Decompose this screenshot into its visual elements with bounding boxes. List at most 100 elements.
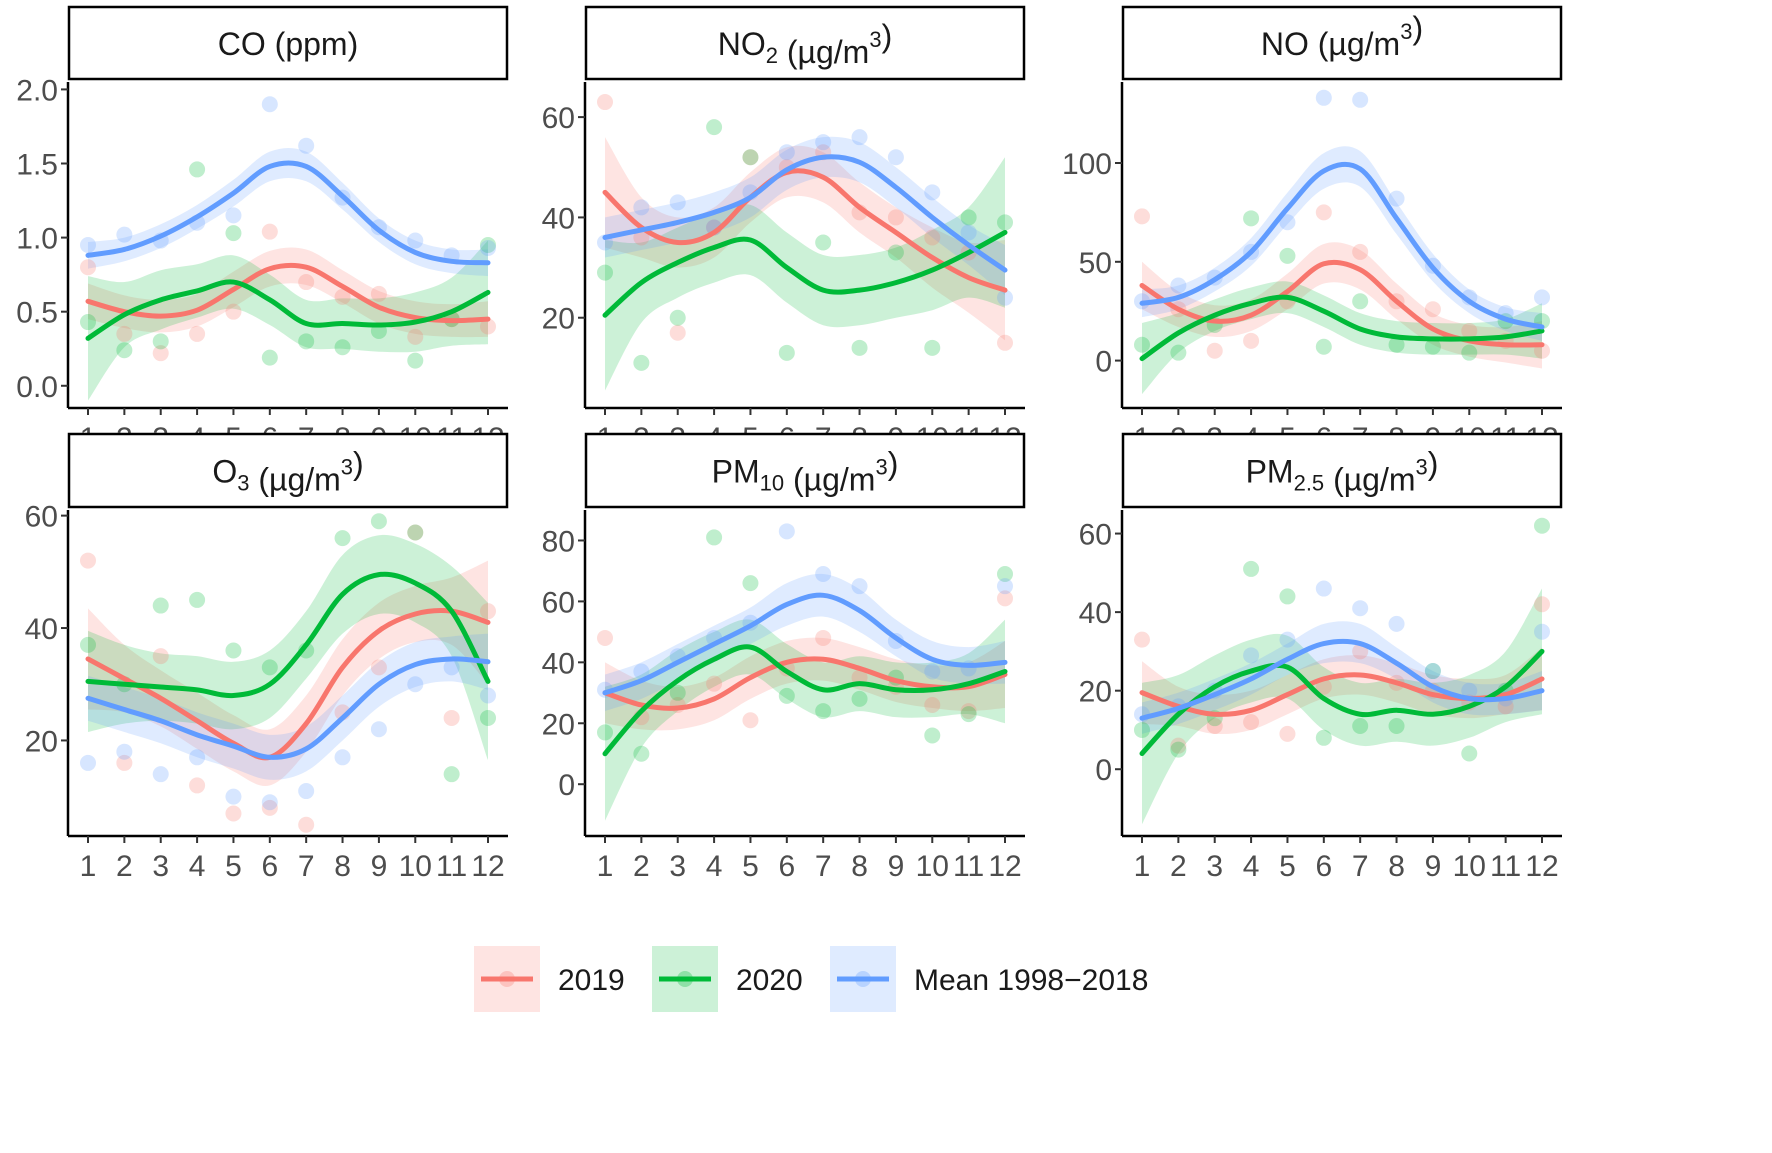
x-tick-label: 11 bbox=[953, 850, 984, 883]
data-point-mean bbox=[778, 144, 795, 161]
data-point-y2019 bbox=[189, 777, 206, 794]
data-point-y2019 bbox=[334, 288, 351, 305]
data-point-mean bbox=[851, 578, 868, 595]
trend-line-y2019 bbox=[85, 262, 491, 324]
y-tick-label: 40 bbox=[1079, 597, 1112, 630]
panel-data bbox=[597, 523, 1013, 821]
trend-line-y2020 bbox=[85, 571, 491, 699]
data-point-y2020 bbox=[1388, 718, 1405, 735]
data-point-mean bbox=[815, 134, 832, 151]
data-point-y2020 bbox=[298, 333, 315, 350]
x-tick-label: 4 bbox=[706, 850, 723, 883]
y-tick-label: 0 bbox=[1095, 754, 1112, 787]
x-tick-label: 2 bbox=[1170, 850, 1187, 883]
legend-item-y2019: 2019 bbox=[474, 946, 625, 1012]
data-point-y2020 bbox=[815, 234, 832, 251]
data-point-y2019 bbox=[1534, 596, 1550, 613]
data-point-y2020 bbox=[152, 597, 169, 614]
data-point-y2019 bbox=[443, 709, 460, 726]
data-point-y2020 bbox=[1134, 336, 1150, 353]
data-point-y2020 bbox=[1170, 741, 1187, 758]
data-point-y2019 bbox=[261, 223, 278, 240]
data-point-mean bbox=[261, 96, 278, 113]
legend-label: 2020 bbox=[736, 964, 803, 997]
data-point-y2019 bbox=[997, 590, 1013, 607]
data-point-y2020 bbox=[997, 565, 1013, 582]
data-point-mean bbox=[152, 766, 169, 783]
panel-data bbox=[1134, 517, 1550, 825]
data-point-y2020 bbox=[778, 344, 795, 361]
data-point-mean bbox=[1352, 600, 1369, 617]
data-point-y2020 bbox=[706, 119, 723, 136]
trend-line-y2019 bbox=[602, 168, 1008, 293]
data-point-mean bbox=[1534, 623, 1550, 640]
data-point-y2020 bbox=[334, 339, 351, 356]
x-tick-label: 12 bbox=[1525, 850, 1558, 883]
panel-title: CO (ppm) bbox=[218, 26, 358, 62]
panel-title: PM2.5 (µg/m3) bbox=[1246, 446, 1439, 498]
x-tick-label: 7 bbox=[815, 850, 832, 883]
data-point-mean bbox=[116, 743, 133, 760]
confidence-band-mean bbox=[605, 573, 1005, 712]
data-point-y2020 bbox=[1243, 210, 1260, 227]
legend-item-mean: Mean 1998−2018 bbox=[830, 946, 1148, 1012]
data-point-y2020 bbox=[1352, 293, 1369, 310]
data-point-y2020 bbox=[742, 149, 759, 166]
data-point-y2019 bbox=[225, 303, 242, 320]
x-tick-label: 6 bbox=[778, 850, 795, 883]
x-tick-label: 10 bbox=[399, 850, 432, 883]
data-point-y2020 bbox=[80, 314, 96, 331]
data-point-mean bbox=[1243, 647, 1260, 664]
y-tick-label: 20 bbox=[542, 303, 575, 336]
data-point-mean bbox=[1424, 663, 1441, 680]
data-point-y2020 bbox=[597, 264, 613, 281]
data-point-y2019 bbox=[1279, 725, 1296, 742]
data-point-y2020 bbox=[407, 352, 424, 369]
data-point-y2019 bbox=[1134, 208, 1150, 225]
y-tick-label: 60 bbox=[542, 586, 575, 619]
x-tick-label: 3 bbox=[669, 850, 686, 883]
data-point-mean bbox=[960, 224, 977, 241]
data-point-y2019 bbox=[997, 334, 1013, 351]
data-point-y2019 bbox=[152, 345, 169, 362]
data-point-mean bbox=[1534, 289, 1550, 306]
panel-data bbox=[1134, 89, 1550, 395]
data-point-mean bbox=[443, 659, 460, 676]
data-point-mean bbox=[1170, 277, 1187, 294]
data-point-y2020 bbox=[706, 529, 723, 546]
data-point-y2020 bbox=[225, 642, 242, 659]
data-point-y2020 bbox=[597, 724, 613, 741]
trend-line-mean bbox=[602, 592, 1008, 696]
data-point-y2019 bbox=[80, 259, 96, 276]
confidence-band-mean bbox=[605, 136, 1005, 296]
data-point-mean bbox=[851, 129, 868, 146]
confidence-band-mean bbox=[88, 147, 488, 277]
data-point-y2019 bbox=[152, 648, 169, 665]
y-tick-label: 40 bbox=[542, 647, 575, 680]
x-tick-label: 8 bbox=[1388, 850, 1405, 883]
data-point-y2020 bbox=[851, 339, 868, 356]
data-point-y2020 bbox=[960, 209, 977, 226]
x-tick-label: 5 bbox=[225, 850, 242, 883]
panel-strip bbox=[67, 5, 509, 81]
data-point-y2020 bbox=[261, 659, 278, 676]
y-tick-label: 50 bbox=[1079, 247, 1112, 280]
x-tick-label: 12 bbox=[471, 850, 504, 883]
data-point-y2020 bbox=[261, 349, 278, 366]
panel-strip bbox=[584, 432, 1026, 509]
data-point-y2020 bbox=[1388, 336, 1405, 353]
data-point-y2019 bbox=[480, 603, 496, 620]
data-point-y2020 bbox=[116, 342, 133, 359]
x-tick-label: 12 bbox=[988, 850, 1021, 883]
data-point-mean bbox=[1279, 214, 1296, 231]
trend-line-mean bbox=[602, 154, 1008, 273]
data-point-mean bbox=[407, 676, 424, 693]
data-point-y2019 bbox=[924, 696, 941, 713]
data-point-y2019 bbox=[370, 285, 387, 302]
x-tick-label: 1 bbox=[1134, 850, 1151, 883]
data-point-y2020 bbox=[633, 354, 650, 371]
data-point-y2019 bbox=[924, 229, 941, 246]
data-point-y2019 bbox=[597, 629, 613, 646]
x-tick-label: 3 bbox=[152, 850, 169, 883]
